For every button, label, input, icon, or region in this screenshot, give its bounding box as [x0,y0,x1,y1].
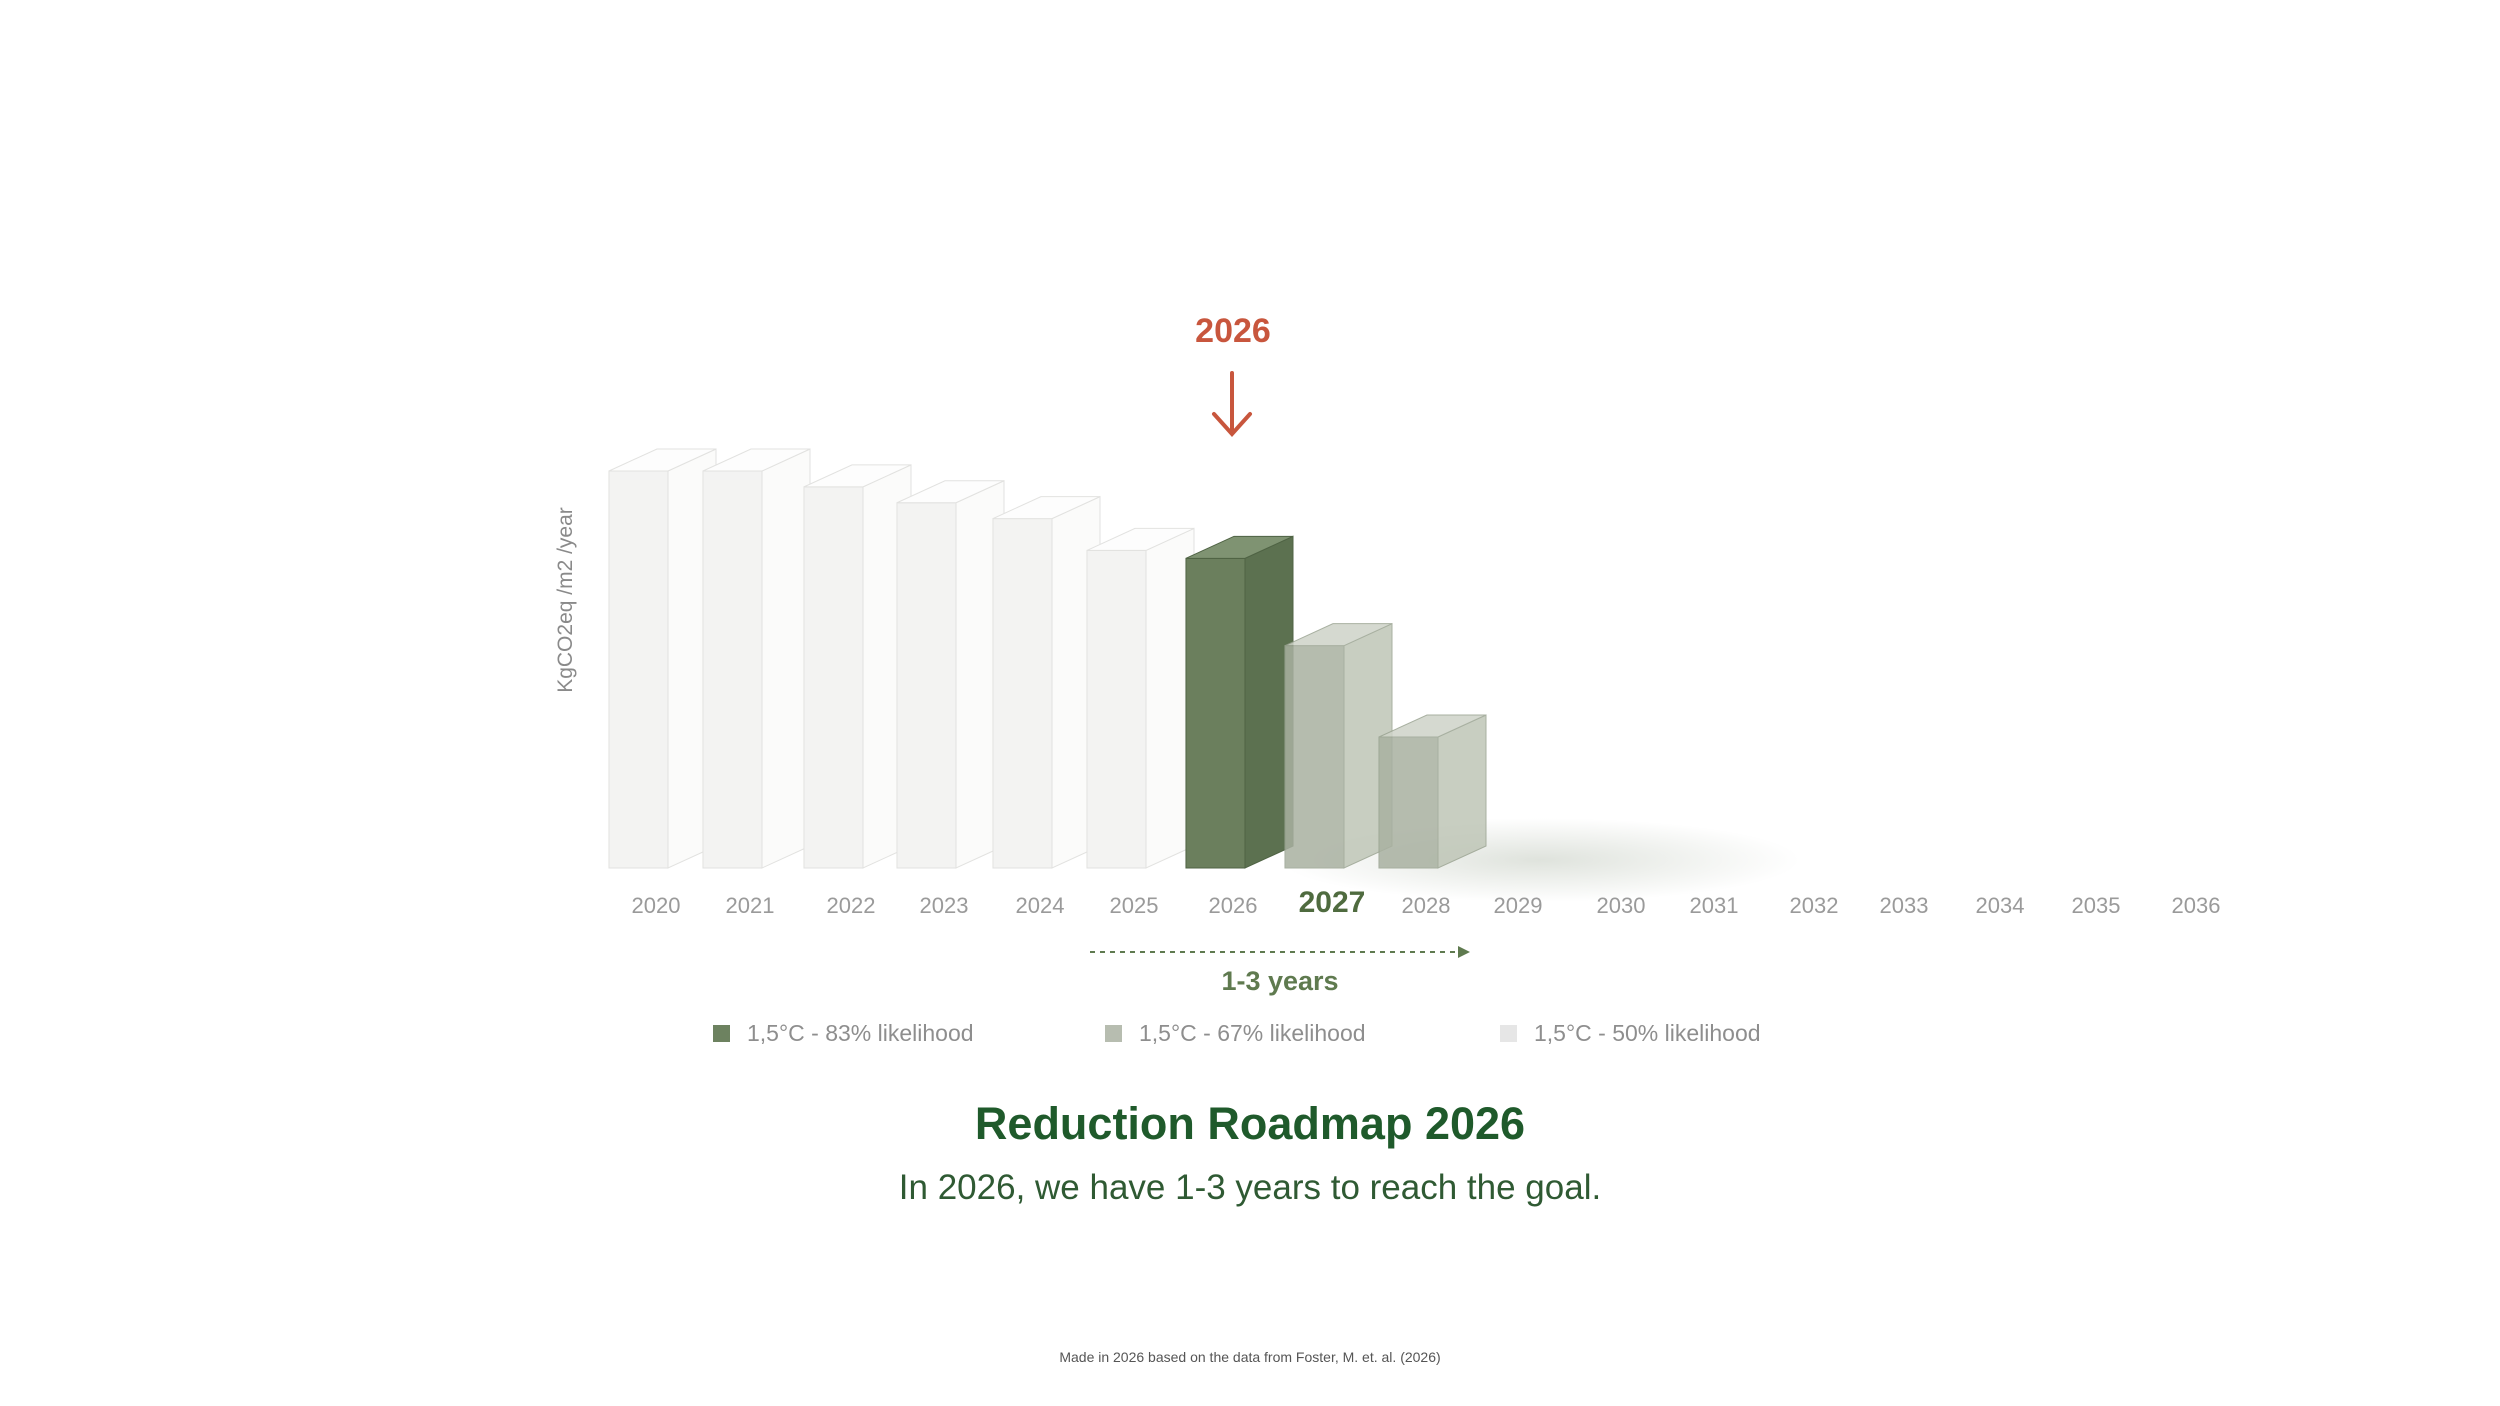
bar-2025 [1086,527,1195,869]
bar-top-2026 [1185,535,1294,559]
x-tick-2032: 2032 [1790,893,1839,918]
legend-item-50: 1,5°C - 50% likelihood [1500,1020,1761,1047]
x-tick-2023: 2023 [920,893,969,918]
bar-front-2027 [1284,645,1345,869]
legend-swatch-67 [1105,1025,1122,1042]
bar-2028 [1378,714,1487,869]
bar-side-2028 [1437,714,1487,869]
bar-top-2021 [702,448,811,472]
bar-2024 [992,495,1101,869]
x-tick-2031: 2031 [1690,893,1739,918]
range-arrow [1090,946,1470,958]
x-tick-2026: 2026 [1209,893,1258,918]
x-tick-2033: 2033 [1880,893,1929,918]
bar-top-2023 [896,480,1005,504]
bar-top-2025 [1086,527,1195,551]
bar-side-2021 [761,448,811,869]
range-label: 1-3 years [1221,966,1338,996]
bar-2026 [1185,535,1294,869]
legend-item-83: 1,5°C - 83% likelihood [713,1020,974,1047]
marker-label: 2026 [1195,312,1271,350]
x-tick-2021: 2021 [726,893,775,918]
bar-2020 [608,448,717,869]
x-tick-2025: 2025 [1110,893,1159,918]
bar-front-2028 [1378,736,1439,869]
bar-front-2024 [992,518,1053,869]
bars-group [608,448,1487,869]
bar-top-2020 [608,448,717,472]
x-tick-2028: 2028 [1402,893,1451,918]
legend-swatch-83 [713,1025,730,1042]
x-tick-2035: 2035 [2072,893,2121,918]
marker-arrow [1212,371,1252,437]
bar-front-2021 [702,470,763,869]
x-tick-2024: 2024 [1016,893,1065,918]
bar-top-2027 [1284,623,1393,647]
legend-item-67: 1,5°C - 67% likelihood [1105,1020,1366,1047]
footnote: Made in 2026 based on the data from Fost… [1059,1349,1441,1365]
bar-top-2028 [1378,714,1487,738]
bar-front-2026 [1185,557,1246,869]
legend-label-50: 1,5°C - 50% likelihood [1534,1020,1761,1046]
bar-top-2024 [992,496,1101,520]
legend-swatch-50 [1500,1025,1517,1042]
chart-title: Reduction Roadmap 2026 [974,1098,1526,1149]
x-tick-2030: 2030 [1597,893,1646,918]
bar-front-2020 [608,470,669,869]
bar-2023 [896,479,1005,869]
x-tick-2020: 2020 [632,893,681,918]
x-tick-2029: 2029 [1494,893,1543,918]
bar-2022 [803,464,912,869]
bar-front-2023 [896,502,957,869]
legend-label-83: 1,5°C - 83% likelihood [747,1020,974,1046]
legend-label-67: 1,5°C - 67% likelihood [1139,1020,1366,1046]
bar-2021 [702,448,811,869]
bar-2027 [1284,622,1393,869]
legend: 1,5°C - 83% likelihood 1,5°C - 67% likel… [713,1020,1813,1060]
x-tick-2027: 2027 [1299,886,1366,919]
bar-front-2025 [1086,549,1147,869]
bar-top-2022 [803,464,912,488]
chart-subtitle: In 2026, we have 1-3 years to reach the … [898,1168,1602,1207]
y-axis-label: KgCO2eq /m2 /year [554,507,577,693]
x-tick-2036: 2036 [2172,893,2221,918]
x-tick-2034: 2034 [1976,893,2025,918]
x-axis-ticks: 2020 2021 2022 2023 2024 2025 2026 2027 2028 2029… [632,886,2221,919]
bar-front-2022 [803,486,864,869]
x-tick-2022: 2022 [827,893,876,918]
